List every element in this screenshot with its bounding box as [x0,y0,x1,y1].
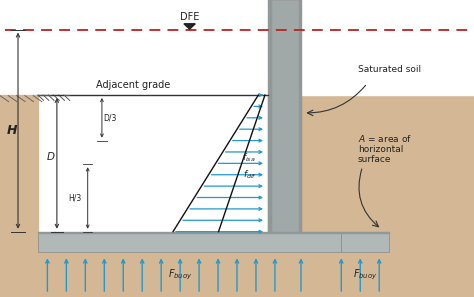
Text: D: D [47,152,55,162]
Text: D/3: D/3 [103,113,117,122]
Text: $f_{isa}$: $f_{isa}$ [242,151,255,164]
Text: $f_{dif}$: $f_{dif}$ [243,169,257,181]
Text: Saturated soil: Saturated soil [358,65,421,74]
Bar [38,232,341,252]
Bar [268,0,301,232]
Polygon shape [269,97,293,120]
Text: $F_{buoy}$: $F_{buoy}$ [168,268,192,282]
Text: H/3: H/3 [68,194,82,203]
Text: $F_{buoy}$: $F_{buoy}$ [353,268,377,282]
Text: DFE: DFE [180,12,199,22]
Bar [341,232,389,252]
Text: $A$ = area of
horizontal
surface: $A$ = area of horizontal surface [358,132,412,165]
Text: Adjacent grade: Adjacent grade [96,80,170,90]
Text: H: H [7,124,18,137]
Polygon shape [269,208,297,230]
Polygon shape [184,24,195,29]
